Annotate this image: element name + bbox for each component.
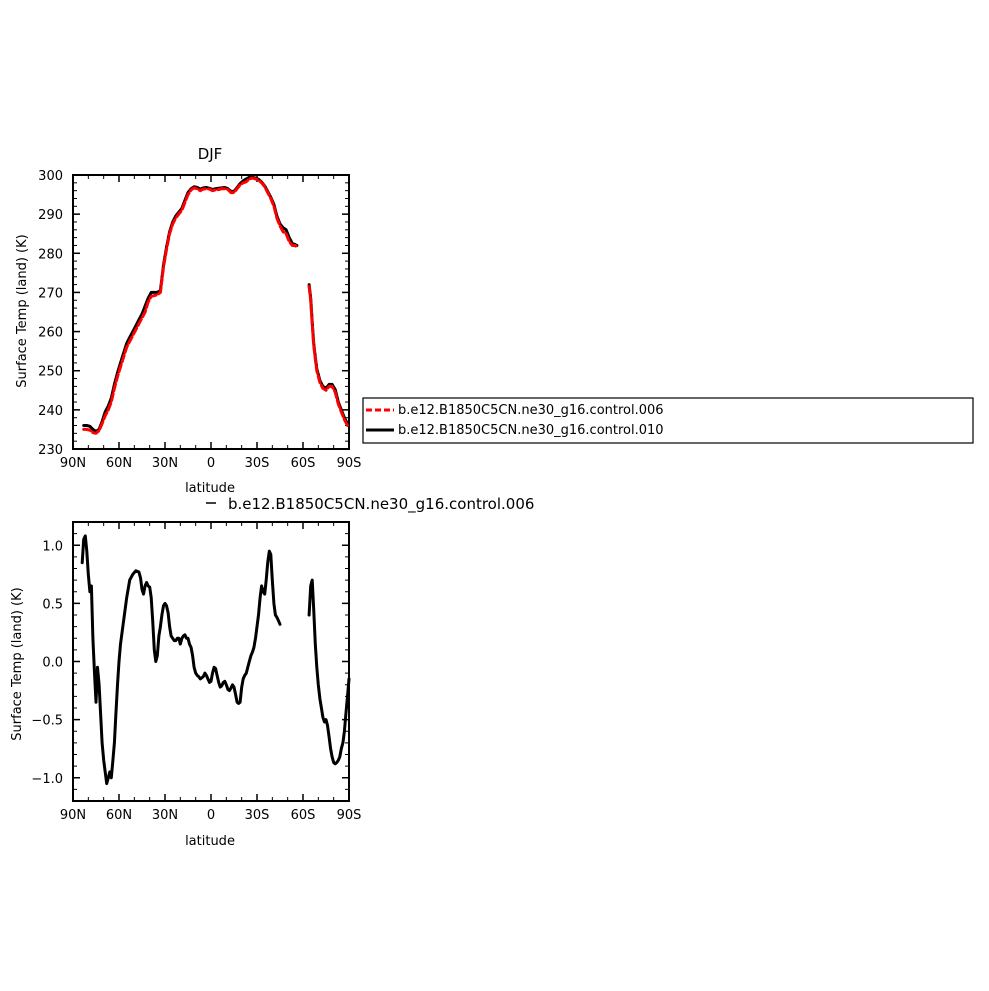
top-y-tick-label: 270 (38, 286, 63, 301)
bottom-panel: b.e12.B1850C5CN.ne30_g16.control.006 90N… (10, 495, 534, 849)
bottom-x-tick-label: 60S (291, 808, 316, 823)
bottom-x-tick-label: 90S (337, 808, 362, 823)
top-series-line-1-segment-1 (307, 285, 349, 427)
bottom-x-axis-title: latitude (185, 834, 235, 849)
top-series-line-0-segment-0 (82, 175, 299, 433)
bottom-x-tick-label: 0 (207, 808, 215, 823)
legend-entry-control-010: b.e12.B1850C5CN.ne30_g16.control.010 (398, 423, 664, 438)
top-plot-title: DJF (198, 145, 223, 163)
top-y-axis-title: Surface Temp (land) (K) (15, 234, 30, 387)
top-series-line-1-segment-0 (82, 176, 299, 435)
top-y-tick-label: 240 (38, 404, 63, 419)
top-panel: DJF 90N 60N 30N 0 30S 60S 90S 230 240 250 260 270 28… (15, 145, 361, 496)
bottom-series-line-0-segment-0 (80, 534, 282, 786)
top-axes: 90N 60N 30N 0 30S 60S 90S 230 240 250 260 270 280 290… (38, 169, 361, 471)
bottom-x-tick-label: 30N (152, 808, 178, 823)
top-y-tick-label: 290 (38, 208, 63, 223)
top-x-tick-label: 90N (60, 456, 86, 471)
bottom-y-tick-label: 0.0 (42, 656, 63, 671)
bottom-y-tick-label: 0.5 (42, 597, 63, 612)
bottom-y-tick-label: 1.0 (42, 539, 63, 554)
legend: b.e12.B1850C5CN.ne30_g16.control.006 b.e… (362, 397, 974, 444)
top-x-tick-label: 60N (106, 456, 132, 471)
top-x-tick-label: 30S (245, 456, 270, 471)
top-x-axis-title: latitude (185, 481, 235, 496)
top-x-tick-label: 60S (291, 456, 316, 471)
top-y-tick-label: 260 (38, 326, 63, 341)
diff-series-label: b.e12.B1850C5CN.ne30_g16.control.006 (228, 495, 534, 514)
top-y-tick-label: 300 (38, 169, 63, 184)
top-y-tick-label: 280 (38, 247, 63, 262)
bottom-y-axis-title: Surface Temp (land) (K) (10, 587, 25, 740)
top-x-tick-label: 90S (337, 456, 362, 471)
bottom-series-lines (80, 534, 351, 786)
top-y-tick-label: 230 (38, 443, 63, 458)
bottom-x-tick-label: 30S (245, 808, 270, 823)
top-plot-frame (72, 174, 350, 450)
bottom-series-line-0-segment-1 (307, 578, 351, 766)
top-x-tick-label: 0 (207, 456, 215, 471)
legend-box (362, 397, 974, 444)
bottom-y-tick-label: −1.0 (31, 772, 63, 787)
bottom-y-tick-label: −0.5 (31, 714, 63, 729)
top-x-tick-label: 30N (152, 456, 178, 471)
bottom-axes: 90N 60N 30N 0 30S 60S 90S −1.0 −0.5 0.0 0.5 1.0 (31, 521, 362, 823)
top-series-lines (82, 175, 349, 435)
top-y-tick-label: 250 (38, 365, 63, 380)
legend-entry-control-006: b.e12.B1850C5CN.ne30_g16.control.006 (398, 403, 664, 418)
bottom-x-tick-label: 60N (106, 808, 132, 823)
bottom-x-tick-label: 90N (60, 808, 86, 823)
